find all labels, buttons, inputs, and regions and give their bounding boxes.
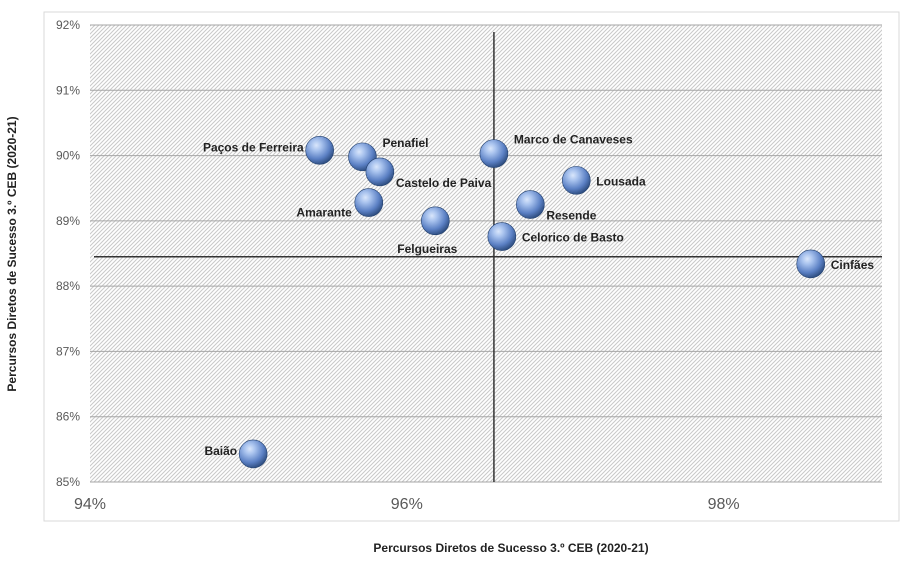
y-tick-label: 88% <box>56 279 80 293</box>
x-axis-ticks: 94% 96% 98% <box>74 496 740 513</box>
x-axis-title: Percursos Diretos de Sucesso 3.º CEB (20… <box>373 541 648 555</box>
data-point <box>516 190 545 219</box>
y-axis-ticks: 85% 86% 87% 88% 89% 90% 91% 92% <box>56 18 80 489</box>
data-label: Baião <box>204 444 237 458</box>
data-label: Penafiel <box>382 136 428 150</box>
data-label: Felgueiras <box>397 242 457 256</box>
data-point <box>796 249 826 279</box>
data-point <box>238 439 268 469</box>
data-label: Celorico de Basto <box>522 231 624 245</box>
y-tick-label: 90% <box>56 149 80 163</box>
data-point <box>365 157 395 187</box>
data-point <box>421 206 450 236</box>
plot-area <box>90 25 882 482</box>
y-tick-label: 92% <box>56 18 80 32</box>
y-axis-title: Percursos Diretos de Sucesso 3.º CEB (20… <box>5 116 19 391</box>
data-label: Marco de Canaveses <box>514 133 633 147</box>
y-tick-label: 85% <box>56 475 80 489</box>
data-label: Amarante <box>296 206 352 220</box>
data-labels: Paços de Ferreira Penafiel Castelo de Paiv… <box>203 133 874 458</box>
data-label: Castelo de Paiva <box>396 176 492 190</box>
data-points <box>238 136 826 469</box>
data-label: Cinfães <box>831 258 875 272</box>
x-tick-label: 94% <box>74 496 106 513</box>
data-point <box>305 136 334 165</box>
data-point <box>479 139 509 168</box>
data-label: Lousada <box>596 174 646 188</box>
data-label: Paços de Ferreira <box>203 140 304 154</box>
y-tick-label: 87% <box>56 344 80 358</box>
reference-lines <box>94 32 882 482</box>
y-tick-label: 86% <box>56 410 80 424</box>
data-label: Resende <box>546 209 596 223</box>
x-tick-label: 98% <box>708 496 740 513</box>
y-tick-label: 91% <box>56 83 80 97</box>
data-point <box>354 188 384 217</box>
data-point <box>487 222 517 251</box>
x-tick-label: 96% <box>391 496 423 513</box>
y-tick-label: 89% <box>56 214 80 228</box>
data-point <box>561 166 591 195</box>
